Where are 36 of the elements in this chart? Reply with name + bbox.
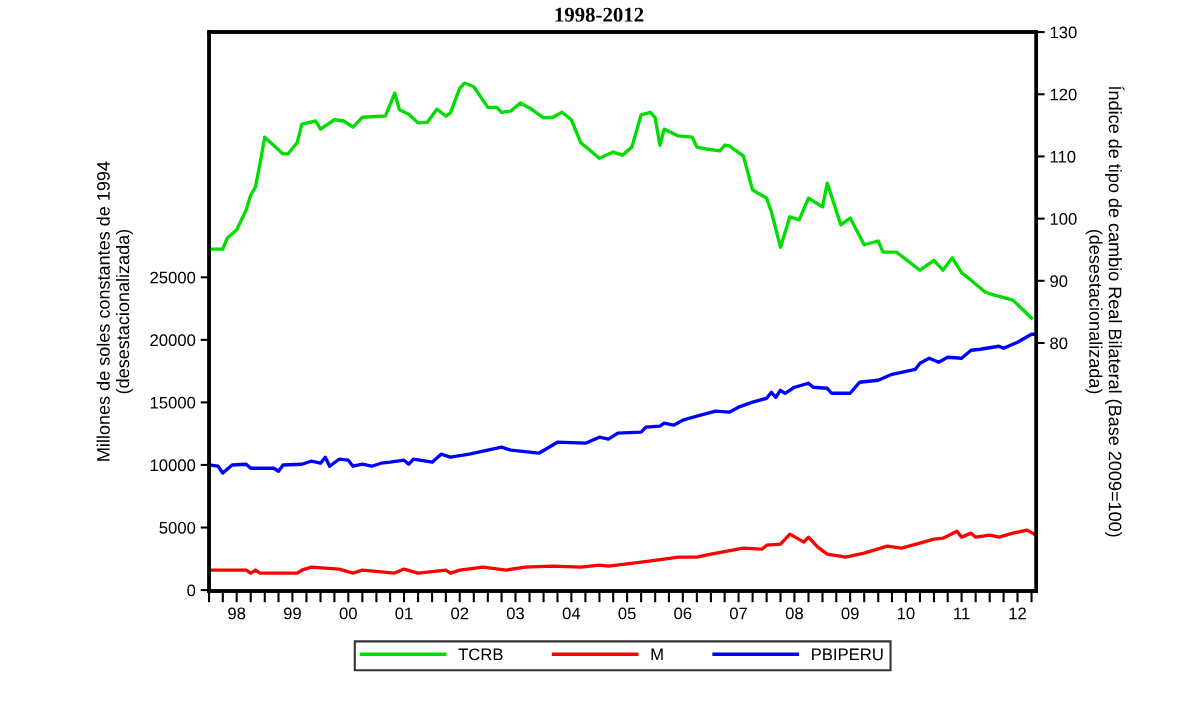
legend-label: TCRB — [458, 648, 503, 661]
chart-title: 1998-2012 — [555, 7, 644, 22]
x-tick-label: 05 — [618, 607, 636, 620]
y2-axis-title: Índice de tipo de cambio Real Bilateral (Base 2009=100) (desestacionalizada) — [1085, 86, 1125, 537]
y-tick-label: 10000 — [150, 459, 196, 472]
y-tick-label: 5000 — [159, 521, 196, 534]
x-tick-label: 12 — [1009, 607, 1026, 620]
x-tick-label: 10 — [897, 607, 915, 620]
y-tick-label: 25000 — [150, 271, 196, 284]
x-tick-label: 06 — [674, 607, 692, 620]
line-series — [209, 332, 1037, 475]
y2-tick-label: 130 — [1050, 26, 1077, 39]
y-tick-label: 0 — [187, 584, 196, 597]
line-series — [209, 81, 1034, 320]
y-tick-label: 20000 — [150, 334, 196, 347]
y2-tick-label: 110 — [1050, 150, 1076, 163]
x-tick-label: 11 — [954, 607, 970, 620]
y2-tick-label: 120 — [1050, 88, 1077, 101]
x-tick-label: 03 — [506, 607, 525, 620]
x-tick-label: 99 — [283, 607, 301, 620]
y2-tick-label: 80 — [1050, 337, 1068, 350]
line-series — [209, 528, 1037, 575]
x-tick-label: 02 — [451, 607, 469, 620]
x-tick-label: 09 — [841, 607, 859, 620]
legend-label: PBIPERU — [812, 648, 883, 661]
x-tick-label: 01 — [395, 607, 413, 620]
x-tick-label: 00 — [339, 607, 357, 620]
x-tick-label: 04 — [562, 607, 581, 620]
y-tick-label: 15000 — [150, 396, 196, 409]
legend-label: M — [651, 648, 663, 661]
y2-tick-label: 90 — [1050, 275, 1068, 288]
x-tick-label: 08 — [785, 607, 803, 620]
y-axis-title: Millones de soles constantes de 1994 (desestacionalizada) — [96, 161, 133, 461]
x-tick-label: 98 — [228, 607, 246, 620]
y2-tick-label: 100 — [1050, 213, 1077, 225]
x-tick-label: 07 — [729, 607, 747, 620]
